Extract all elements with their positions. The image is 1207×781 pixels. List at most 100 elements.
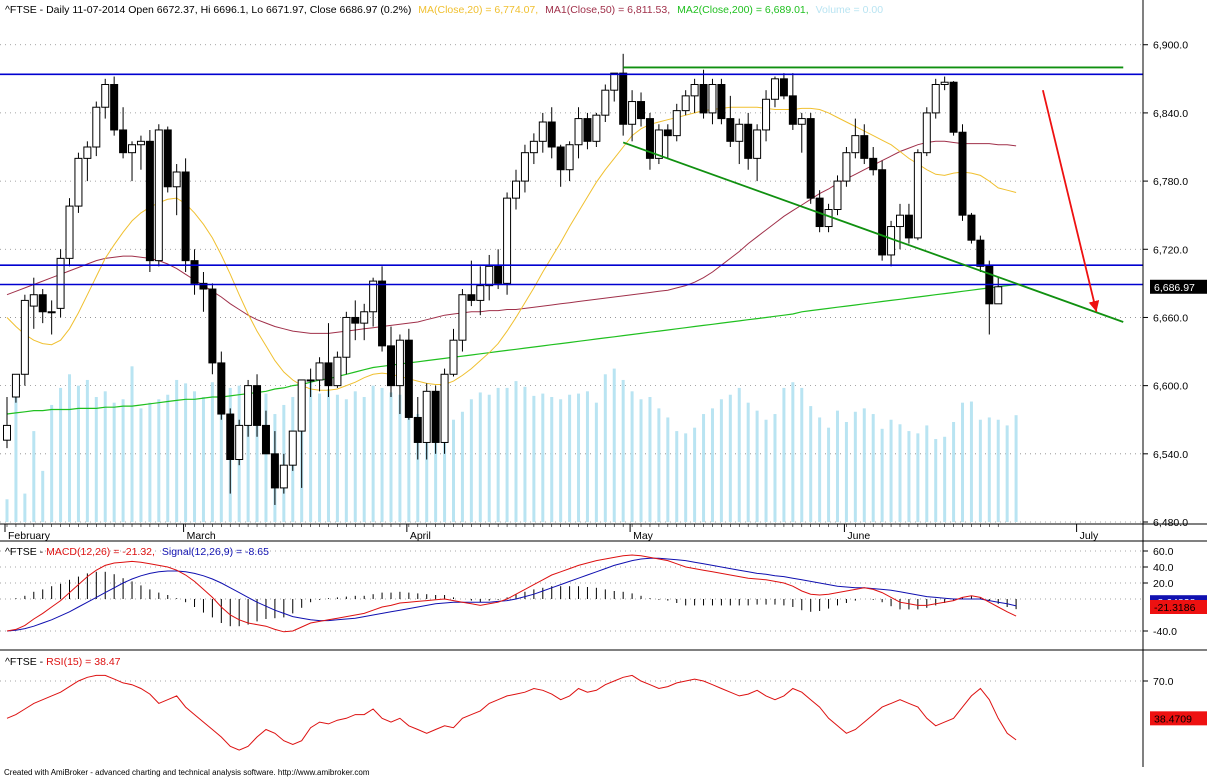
candle-body: [333, 356, 342, 387]
volume-bar: [193, 391, 197, 522]
candle-body: [413, 416, 422, 443]
volume-bar: [791, 382, 795, 522]
candle-body: [663, 129, 672, 137]
rsi-value-box: [1150, 711, 1207, 726]
candle-body: [601, 89, 610, 116]
volume-bar: [416, 414, 420, 522]
volume-bar: [719, 399, 723, 522]
ma50-legend: MA1(Close,50) = 6,811.53,: [545, 4, 670, 16]
volume-bar: [568, 394, 572, 522]
volume-bar: [184, 383, 188, 522]
candle-body: [101, 84, 110, 108]
macd-tick-label: -40.0: [1153, 626, 1177, 638]
grid: [0, 44, 1143, 523]
volume-bar: [326, 389, 330, 522]
volume-bar: [1005, 425, 1009, 522]
candle-body: [717, 84, 726, 120]
volume-bar: [478, 392, 482, 522]
volume-bar: [987, 417, 991, 522]
volume-bar: [675, 431, 679, 522]
signal-legend: Signal(12,26,9) = -8.65: [162, 546, 269, 558]
volume-bar: [112, 402, 116, 522]
candle-body: [440, 373, 449, 443]
candle-body: [770, 78, 779, 100]
volume-bar: [559, 399, 563, 522]
volume-bar: [585, 391, 589, 522]
price-tick-label: 6,900.0: [1153, 40, 1188, 52]
volume-bar: [961, 402, 965, 522]
volume-bar: [782, 387, 786, 522]
volume-bar: [201, 397, 205, 522]
volume-bar: [916, 433, 920, 522]
candle-body: [38, 294, 47, 313]
candle-body: [119, 129, 128, 154]
volume-bar: [335, 394, 339, 522]
rsi-legend: RSI(15) = 38.47: [46, 656, 121, 668]
volume-bar: [746, 402, 750, 522]
candle-body: [11, 373, 20, 398]
rsi-tick-label: 70.0: [1153, 676, 1174, 688]
price-tick-label: 6,780.0: [1153, 176, 1188, 188]
candle-body: [226, 413, 235, 460]
volume-bar: [505, 387, 509, 522]
candle-body: [83, 146, 92, 159]
volume-bar: [773, 414, 777, 522]
macd-header-prefix: ^FTSE -: [5, 546, 46, 558]
volume-bar: [737, 387, 741, 522]
volume-bar: [380, 387, 384, 522]
candle-body: [645, 118, 654, 159]
candle-body: [65, 205, 74, 259]
volume-bar: [880, 428, 884, 522]
ma20-line: [6, 106, 1017, 391]
volume-bar: [139, 408, 143, 522]
volume-bar: [550, 397, 554, 522]
candle-body: [672, 110, 681, 137]
candle-body: [476, 285, 485, 301]
candle-body: [681, 95, 690, 112]
volume-bar: [318, 393, 322, 522]
macd-line: [6, 554, 1017, 633]
annotation-lines: [0, 66, 1143, 323]
volume-bar: [407, 402, 411, 522]
candle-body: [744, 123, 753, 159]
last-price-box: [1150, 279, 1207, 294]
volume-bar: [541, 393, 545, 522]
volume-bar: [523, 386, 527, 522]
candle-body: [235, 424, 244, 460]
candle-body: [154, 129, 163, 262]
candle-body: [288, 430, 297, 466]
candle-body: [297, 379, 306, 432]
volume-bar: [309, 379, 313, 522]
candle-body: [869, 157, 878, 171]
candle-body: [878, 169, 887, 256]
volume-bar: [148, 402, 152, 522]
candle-body: [842, 152, 851, 182]
volume-bar: [969, 401, 973, 522]
candle-body: [172, 171, 181, 188]
candle-body: [708, 84, 717, 114]
volume-bar: [710, 408, 714, 522]
candle-body: [556, 146, 565, 171]
candle-body: [913, 152, 922, 239]
macd-tick-label: 20.0: [1153, 578, 1174, 590]
candle-body: [378, 280, 387, 347]
candle-body: [253, 385, 262, 426]
rsi-value-label: 38.4709: [1154, 713, 1192, 725]
candle-body: [637, 101, 646, 120]
volume-bar: [639, 399, 643, 522]
volume-legend: Volume = 0.00: [816, 4, 884, 16]
volume-bar: [907, 431, 911, 522]
candle-body: [404, 339, 413, 418]
candle-body: [386, 345, 395, 387]
candle-body: [315, 362, 324, 381]
volume-bar: [443, 431, 447, 522]
volume-bar: [630, 391, 634, 522]
candle-body: [422, 390, 431, 443]
volume-bar: [469, 399, 473, 522]
volume-bar: [41, 470, 45, 522]
candle-body: [449, 339, 458, 375]
price-tick-label: 6,540.0: [1153, 449, 1188, 461]
price-header-main: ^FTSE - Daily 11-07-2014 Open 6672.37, H…: [5, 4, 411, 16]
